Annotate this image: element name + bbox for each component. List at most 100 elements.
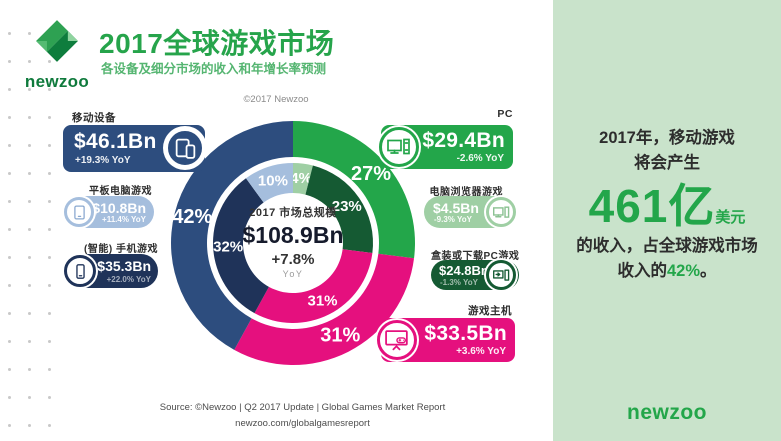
pc-label: PC bbox=[497, 108, 513, 120]
summary-line3: 的收入，占全球游戏市场 bbox=[576, 237, 758, 255]
mobile-devices-icon bbox=[165, 128, 205, 168]
donut-segment-console bbox=[234, 253, 415, 365]
decorative-dot bbox=[48, 116, 51, 119]
decorative-dot bbox=[8, 32, 11, 35]
decorative-dot bbox=[8, 172, 11, 175]
boxed-download-pc-icon bbox=[486, 260, 516, 290]
console-label: 游戏主机 bbox=[468, 305, 512, 317]
decorative-dot bbox=[48, 256, 51, 259]
newzoo-logo-icon bbox=[36, 20, 78, 62]
browser-pc-icon bbox=[486, 197, 516, 227]
decorative-dot bbox=[8, 424, 11, 427]
decorative-dot bbox=[48, 396, 51, 399]
market-total-growth-unit: YoY bbox=[282, 269, 304, 279]
panel-newzoo-wordmark: newzoo bbox=[627, 401, 707, 424]
decorative-dot bbox=[8, 116, 11, 119]
decorative-dot bbox=[48, 200, 51, 203]
pc-desktop-icon bbox=[379, 127, 419, 167]
pc-value: $29.4Bn bbox=[422, 129, 505, 152]
summary-text: 2017年，移动游戏 将会产生 461亿美元 的收入，占全球游戏市场 收入的42… bbox=[553, 126, 781, 284]
donut-chart: 27% 31% 42% 4% 23% 31% 32% 10% bbox=[171, 121, 416, 365]
decorative-dot bbox=[48, 144, 51, 147]
tablet-yoy: +11.4% YoY bbox=[102, 215, 146, 224]
boxed-pc-yoy: -1.3% YoY bbox=[440, 278, 478, 287]
donut-segment-percent-console: 31% bbox=[307, 292, 337, 309]
decorative-dot bbox=[8, 256, 11, 259]
donut-segment-browser bbox=[293, 163, 313, 195]
source-note: Source: ©Newzoo | Q2 2017 Update | Globa… bbox=[130, 400, 475, 432]
donut-segment-percent-mobile: 42% bbox=[172, 206, 212, 228]
smartphone-label: (智能) 手机游戏 bbox=[84, 244, 158, 255]
decorative-dot bbox=[28, 116, 31, 119]
decorative-dot bbox=[28, 312, 31, 315]
decorative-dot bbox=[28, 284, 31, 287]
decorative-dot bbox=[48, 228, 51, 231]
donut-segment-percent-console: 31% bbox=[320, 325, 360, 347]
summary-big-number: 461亿 bbox=[588, 180, 716, 232]
decorative-dot bbox=[28, 144, 31, 147]
donut-segment-boxed-pc bbox=[305, 165, 374, 254]
mobile-label: 移动设备 bbox=[72, 112, 116, 124]
source-url: newzoo.com/globalgamesreport bbox=[235, 418, 370, 429]
decorative-dot bbox=[28, 256, 31, 259]
decorative-dot bbox=[8, 312, 11, 315]
decorative-dot bbox=[28, 32, 31, 35]
summary-line1: 2017年，移动游戏 bbox=[599, 129, 735, 147]
donut-segment-smartphone bbox=[213, 178, 269, 314]
donut-segment-pc bbox=[293, 121, 416, 259]
smartphone-yoy: +22.0% YoY bbox=[106, 275, 151, 284]
summary-percent-highlight: 42% bbox=[666, 262, 701, 280]
boxed-pc-label: 盒装或下载PC游戏 bbox=[431, 251, 520, 262]
decorative-dot bbox=[28, 396, 31, 399]
browser-yoy: -9.3% YoY bbox=[434, 215, 472, 224]
donut-segment-percent-pc: 27% bbox=[351, 163, 391, 185]
market-total-label: 2017 市场总规模 bbox=[249, 207, 337, 219]
pc-yoy: -2.6% YoY bbox=[456, 153, 504, 164]
tablet-label: 平板电脑游戏 bbox=[89, 186, 152, 197]
smartphone-card: $35.3Bn +22.0% YoY bbox=[63, 254, 158, 288]
donut-segment-tablet bbox=[245, 163, 293, 203]
console-yoy: +3.6% YoY bbox=[456, 346, 506, 357]
browser-value: $4.5Bn bbox=[433, 200, 479, 216]
decorative-dot bbox=[28, 368, 31, 371]
decorative-dot bbox=[48, 424, 51, 427]
logo-shape-accent-right bbox=[67, 30, 78, 41]
boxed-pc-value: $24.8Bn bbox=[439, 263, 489, 278]
summary-line2: 将会产生 bbox=[634, 154, 700, 172]
decorative-dot bbox=[8, 144, 11, 147]
donut-segment-percent-boxed-pc: 23% bbox=[332, 198, 362, 215]
decorative-dot bbox=[48, 340, 51, 343]
decorative-dot bbox=[28, 228, 31, 231]
donut-segment-mobile bbox=[171, 121, 293, 350]
market-total-growth: +7.8% bbox=[271, 251, 315, 268]
tablet-icon bbox=[64, 197, 94, 227]
smartphone-value: $35.3Bn bbox=[97, 258, 151, 274]
donut-center-text: 2017 市场总规模 $108.9Bn +7.8% YoY bbox=[228, 204, 358, 279]
browser-card: $4.5Bn -9.3% YoY bbox=[424, 196, 516, 228]
decorative-dot bbox=[8, 396, 11, 399]
decorative-dot bbox=[28, 424, 31, 427]
browser-label: 电脑浏览器游戏 bbox=[429, 187, 503, 198]
console-value: $33.5Bn bbox=[424, 322, 507, 345]
decorative-dot bbox=[8, 284, 11, 287]
donut-segment-percent-tablet: 10% bbox=[258, 173, 288, 190]
source-line: Source: ©Newzoo | Q2 2017 Update | Globa… bbox=[159, 402, 446, 413]
decorative-dot bbox=[48, 368, 51, 371]
market-total-value: $108.9Bn bbox=[242, 222, 344, 248]
decorative-dot bbox=[28, 340, 31, 343]
page-subtitle: 各设备及细分市场的收入和年增长率预测 bbox=[101, 62, 327, 76]
newzoo-wordmark: newzoo bbox=[24, 72, 90, 91]
decorative-dot bbox=[48, 172, 51, 175]
decorative-dot bbox=[48, 312, 51, 315]
decorative-dot bbox=[28, 88, 31, 91]
summary-big-suffix: 美元 bbox=[715, 209, 746, 226]
decorative-dot bbox=[8, 340, 11, 343]
decorative-dot bbox=[28, 60, 31, 63]
decorative-dot bbox=[48, 88, 51, 91]
mobile-yoy: +19.3% YoY bbox=[75, 155, 131, 166]
decorative-dot bbox=[8, 368, 11, 371]
decorative-dot bbox=[8, 88, 11, 91]
donut-segment-percent-browser: 4% bbox=[290, 170, 312, 187]
mobile-value: $46.1Bn bbox=[74, 130, 157, 153]
